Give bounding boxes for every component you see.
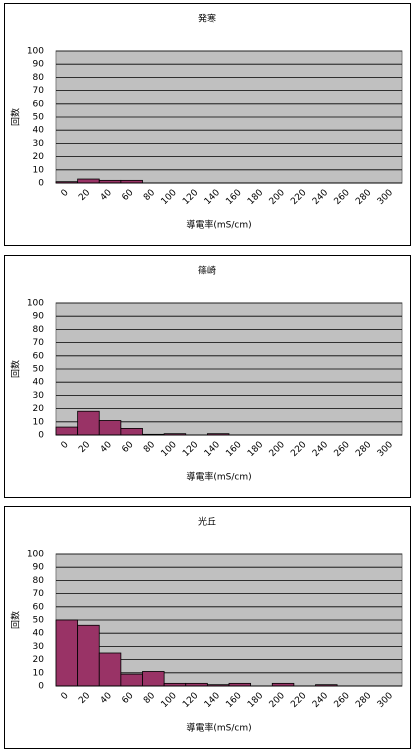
y-tick-label: 10 bbox=[33, 668, 45, 678]
y-tick-label: 80 bbox=[33, 576, 45, 586]
y-tick-label: 50 bbox=[33, 365, 45, 375]
x-axis-label: 導電率(mS/cm) bbox=[186, 722, 251, 734]
y-tick-label: 30 bbox=[33, 391, 45, 401]
y-tick-label: 40 bbox=[33, 378, 45, 388]
chart-title: 光丘 bbox=[198, 516, 216, 528]
bar bbox=[120, 673, 143, 687]
x-axis-label: 導電率(mS/cm) bbox=[186, 219, 251, 231]
x-tick-label: 0 bbox=[60, 691, 71, 702]
y-tick-label: 90 bbox=[33, 563, 45, 573]
y-axis-label: 回数 bbox=[10, 360, 22, 378]
y-tick-label: 100 bbox=[27, 550, 44, 560]
y-tick-label: 30 bbox=[33, 139, 45, 149]
y-tick-label: 0 bbox=[38, 431, 44, 441]
y-tick-label: 100 bbox=[27, 47, 44, 57]
y-tick-label: 70 bbox=[33, 86, 45, 96]
x-axis-label: 導電率(mS/cm) bbox=[186, 471, 251, 483]
bar bbox=[77, 178, 100, 184]
chart-title: 篠崎 bbox=[198, 265, 216, 277]
y-tick-label: 0 bbox=[38, 682, 44, 692]
bar bbox=[98, 652, 122, 687]
bar bbox=[55, 619, 79, 687]
x-tick-label: 0 bbox=[60, 440, 71, 451]
y-tick-label: 40 bbox=[33, 629, 45, 639]
x-tick-label: 0 bbox=[60, 188, 71, 199]
y-tick-label: 90 bbox=[33, 60, 45, 70]
chart-title: 発寒 bbox=[198, 13, 216, 25]
y-tick-label: 50 bbox=[33, 616, 45, 626]
y-tick-label: 60 bbox=[33, 99, 45, 109]
y-tick-label: 80 bbox=[33, 73, 45, 83]
y-tick-label: 40 bbox=[33, 126, 45, 136]
y-tick-label: 10 bbox=[33, 165, 45, 175]
y-tick-label: 80 bbox=[33, 325, 45, 335]
y-tick-label: 70 bbox=[33, 589, 45, 599]
y-tick-label: 20 bbox=[33, 404, 45, 414]
bar bbox=[142, 671, 165, 687]
y-tick-label: 60 bbox=[33, 351, 45, 361]
y-tick-label: 100 bbox=[27, 299, 44, 309]
y-axis-label: 回数 bbox=[10, 108, 22, 126]
bar bbox=[77, 624, 100, 687]
bar bbox=[55, 426, 79, 436]
y-tick-label: 70 bbox=[33, 338, 45, 348]
y-tick-label: 20 bbox=[33, 655, 45, 665]
y-tick-label: 90 bbox=[33, 312, 45, 322]
y-tick-label: 30 bbox=[33, 642, 45, 652]
y-tick-label: 60 bbox=[33, 602, 45, 612]
y-tick-label: 0 bbox=[38, 179, 44, 189]
bar bbox=[98, 420, 122, 436]
y-axis-label: 回数 bbox=[10, 611, 22, 629]
y-tick-label: 10 bbox=[33, 417, 45, 427]
bar bbox=[77, 410, 100, 436]
bar bbox=[120, 427, 143, 436]
y-tick-label: 20 bbox=[33, 152, 45, 162]
y-tick-label: 50 bbox=[33, 113, 45, 123]
